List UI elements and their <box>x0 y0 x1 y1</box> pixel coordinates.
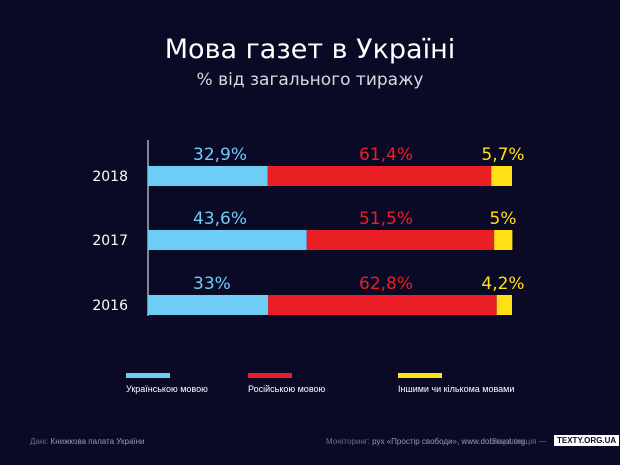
legend-swatch-ukrainian <box>126 373 170 378</box>
y-tick-label-2018: 2018 <box>92 169 128 185</box>
data-label-russian-2018: 61,4% <box>359 145 413 165</box>
y-tick-label-2017: 2017 <box>92 233 128 249</box>
footer-monitoring: Моніторинг: рух «Простір свободи», www.d… <box>326 437 525 446</box>
bar-russian-2017 <box>306 230 495 250</box>
bar-other-2016 <box>496 295 512 315</box>
legend-label-russian: Російською мовою <box>248 384 326 394</box>
data-label-ukrainian-2017: 43,6% <box>193 209 247 229</box>
chart-subtitle: % від загального тиражу <box>196 70 424 90</box>
legend-swatch-russian <box>248 373 292 378</box>
bar-other-2017 <box>494 230 513 250</box>
legend-label-ukrainian: Українською мовою <box>126 384 208 394</box>
data-label-russian-2016: 62,8% <box>359 274 413 294</box>
legend-item-russian: Російською мовою <box>248 373 325 394</box>
legend-label-other: Іншими чи кількома мовами <box>398 384 515 394</box>
bar-ukrainian-2016 <box>148 295 269 315</box>
data-label-russian-2017: 51,5% <box>359 209 413 229</box>
legend-item-ukrainian: Українською мовою <box>126 373 208 394</box>
bar-russian-2016 <box>268 295 497 315</box>
footer-visualization: Візуалізація — <box>492 437 547 446</box>
bar-ukrainian-2017 <box>148 230 307 250</box>
legend-item-other: Іншими чи кількома мовами <box>398 373 514 394</box>
footer-monitoring-value: рух «Простір свободи», www.dobrovol.org <box>372 437 526 446</box>
y-tick-label-2016: 2016 <box>92 298 128 314</box>
bar-russian-2018 <box>267 166 492 186</box>
texty-badge[interactable]: TEXTY.ORG.UA <box>554 435 620 446</box>
data-label-other-2017: 5% <box>490 209 517 229</box>
data-label-other-2016: 4,2% <box>481 274 524 294</box>
data-label-ukrainian-2016: 33% <box>193 274 231 294</box>
chart-title: Мова газет в Україні <box>164 34 456 65</box>
footer-source: Дані: Книжкова палата України <box>30 437 145 446</box>
bar-ukrainian-2018 <box>148 166 268 186</box>
footer-monitoring-label: Моніторинг: <box>326 437 370 446</box>
data-label-ukrainian-2018: 32,9% <box>193 145 247 165</box>
footer-visualization-label: Візуалізація — <box>492 437 547 446</box>
bar-other-2018 <box>491 166 512 186</box>
footer-source-label: Дані: <box>30 437 49 446</box>
footer-source-value: Книжкова палата України <box>50 437 145 446</box>
data-label-other-2018: 5,7% <box>481 145 524 165</box>
legend-swatch-other <box>398 373 442 378</box>
